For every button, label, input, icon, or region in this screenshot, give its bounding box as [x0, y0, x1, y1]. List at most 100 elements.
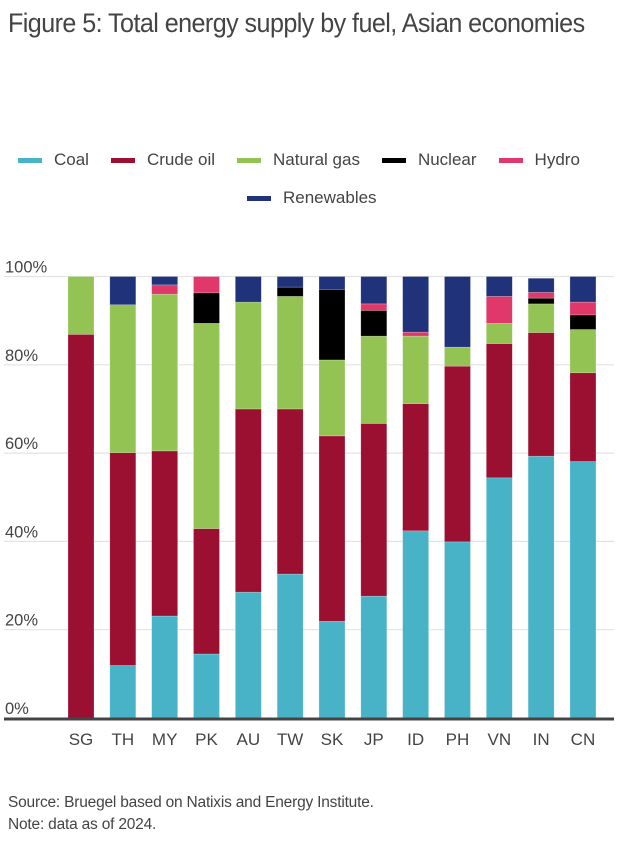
bar-segment-nuclear	[527, 297, 555, 305]
bar-segment-nuclear	[193, 292, 220, 324]
bar-segment-coal	[109, 665, 137, 719]
bar-segment-natural-gas	[318, 359, 346, 437]
bar-segment-natural-gas	[151, 293, 178, 452]
bar-segment-coal	[235, 591, 262, 719]
bar-stack-vn	[485, 276, 513, 719]
bar-segment-renewables	[109, 276, 137, 306]
bar-segment-natural-gas	[276, 296, 304, 410]
source-note: Source: Bruegel based on Natixis and Ene…	[8, 794, 374, 811]
bar-segment-nuclear	[360, 310, 388, 337]
bar-segment-renewables	[318, 276, 346, 290]
legend-row-1: Coal Crude oil Natural gas Nuclear Hydro	[18, 150, 580, 170]
bar-segment-natural-gas	[67, 276, 95, 335]
data-note: Note: data as of 2024.	[8, 816, 157, 833]
bar-segment-renewables	[402, 276, 429, 333]
bar-segment-crude-oil	[318, 435, 346, 622]
legend-item-renewables: Renewables	[247, 188, 377, 208]
legend-swatch-nuclear	[381, 157, 406, 163]
bar-segment-renewables	[569, 276, 597, 303]
bar-segment-hydro	[527, 292, 555, 299]
x-tick-label: VN	[487, 730, 511, 749]
y-tick-label: 40%	[5, 523, 38, 541]
legend-label-coal: Coal	[54, 150, 89, 169]
bar-segment-renewables	[527, 277, 555, 293]
bar-stack-in	[527, 277, 555, 719]
legend-swatch-crude-oil	[110, 157, 135, 163]
bars	[67, 276, 597, 719]
x-tick-label: JP	[364, 730, 384, 749]
legend-label-renewables: Renewables	[283, 188, 377, 207]
bar-segment-natural-gas	[235, 301, 262, 410]
bar-segment-coal	[485, 477, 513, 719]
bar-segment-crude-oil	[151, 450, 178, 617]
bar-segment-crude-oil	[444, 365, 471, 543]
x-tick-label: MY	[152, 730, 178, 749]
bar-segment-hydro	[402, 331, 429, 337]
bar-stack-cn	[569, 276, 597, 719]
bar-segment-hydro	[485, 296, 513, 324]
bar-segment-crude-oil	[569, 372, 597, 462]
legend-label-natural-gas: Natural gas	[273, 150, 360, 169]
legend-row-2: Renewables	[247, 188, 399, 208]
legend-swatch-coal	[18, 157, 42, 163]
bar-segment-renewables	[276, 276, 304, 288]
legend-item-natural-gas: Natural gas	[237, 150, 360, 170]
bar-stack-ph	[444, 276, 471, 719]
bar-segment-coal	[151, 615, 178, 719]
y-tick-label: 60%	[5, 435, 38, 453]
x-tick-label: PH	[446, 730, 470, 749]
bar-segment-crude-oil	[527, 332, 555, 457]
bar-segment-crude-oil	[276, 408, 304, 575]
bar-segment-crude-oil	[485, 343, 513, 479]
legend-swatch-natural-gas	[237, 157, 262, 163]
x-tick-label: TH	[111, 730, 134, 749]
legend-item-nuclear: Nuclear	[381, 150, 477, 170]
bar-segment-renewables	[235, 276, 262, 303]
bar-segment-natural-gas	[109, 304, 137, 453]
bar-segment-hydro	[360, 303, 388, 311]
bar-segment-coal	[360, 595, 388, 719]
stacked-bar-chart: 0% 20% 40% 60% 80% 100% SG TH MY PK AU TW SK JP ID PH V…	[4, 259, 614, 749]
y-tick-label: 20%	[5, 612, 38, 630]
bar-segment-coal	[193, 653, 220, 719]
bar-segment-renewables	[151, 276, 178, 286]
bar-segment-crude-oil	[193, 528, 220, 655]
legend-swatch-renewables	[247, 195, 271, 201]
bar-segment-nuclear	[276, 286, 304, 297]
gridlines	[4, 275, 614, 631]
bar-segment-natural-gas	[193, 322, 220, 529]
bar-segment-nuclear	[569, 314, 597, 330]
bar-segment-natural-gas	[402, 335, 429, 404]
bar-stack-id	[402, 276, 429, 719]
legend-label-crude-oil: Crude oil	[146, 150, 216, 169]
bar-segment-crude-oil	[360, 423, 388, 597]
x-tick-label: SK	[321, 730, 344, 749]
bar-segment-renewables	[360, 276, 388, 305]
x-tick-label: PK	[195, 730, 218, 749]
bar-segment-hydro	[151, 284, 178, 295]
bar-stack-sk	[318, 276, 346, 719]
footer: Source: Bruegel based on Natixis and Ene…	[8, 792, 374, 836]
x-tick-label: AU	[237, 730, 261, 749]
bar-segment-coal	[402, 530, 429, 719]
bar-stack-my	[151, 276, 178, 719]
bar-segment-crude-oil	[109, 452, 137, 666]
bar-stack-th	[109, 276, 137, 719]
bar-segment-natural-gas	[527, 303, 555, 333]
bar-segment-natural-gas	[569, 329, 597, 374]
bar-segment-nuclear	[318, 289, 346, 361]
bar-stack-pk	[193, 276, 220, 719]
bar-segment-renewables	[485, 276, 513, 297]
x-tick-label: ID	[407, 730, 424, 749]
bar-segment-natural-gas	[485, 322, 513, 344]
y-tick-label: 80%	[5, 347, 38, 365]
legend-label-hydro: Hydro	[534, 150, 580, 169]
bar-segment-natural-gas	[444, 346, 471, 367]
x-tick-label: TW	[277, 730, 303, 749]
y-tick-label: 0%	[5, 700, 29, 718]
x-axis-ticks: SG TH MY PK AU TW SK JP ID PH VN IN CN	[69, 730, 596, 749]
bar-segment-hydro	[193, 276, 220, 294]
y-tick-label: 100%	[5, 259, 48, 277]
bar-segment-crude-oil	[67, 334, 95, 719]
chart-title: Figure 5: Total energy supply by fuel, A…	[8, 8, 585, 38]
